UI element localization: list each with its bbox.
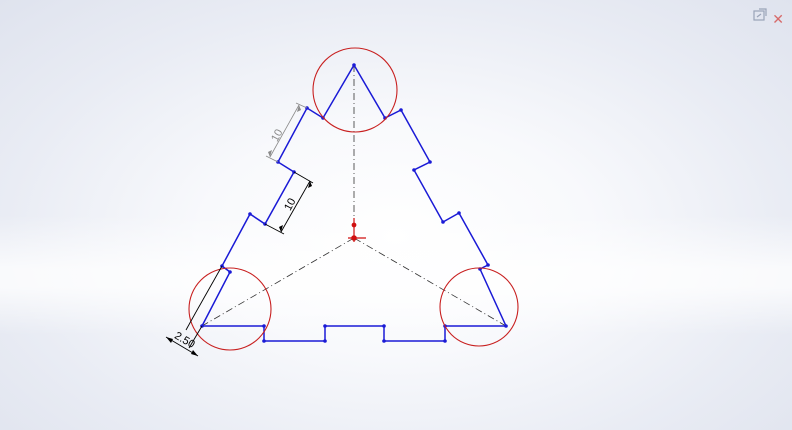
confirmation-corner: ✕: [752, 3, 784, 27]
relation-circles: [188, 47, 519, 351]
dimension-tab-value[interactable]: 10: [282, 196, 298, 212]
dimension-tab[interactable]: [264, 171, 314, 235]
centerline-left[interactable]: [201, 237, 355, 327]
close-icon[interactable]: ✕: [772, 12, 784, 28]
dimension-upper-value[interactable]: 10: [269, 127, 285, 143]
exit-sketch-icon[interactable]: [752, 7, 768, 23]
right-circle[interactable]: [439, 267, 519, 347]
construction-lines: [201, 65, 507, 327]
centerline-right[interactable]: [353, 237, 507, 327]
sketch-origin[interactable]: [348, 218, 366, 242]
profile-vertices: [200, 63, 508, 343]
top-circle[interactable]: [312, 47, 398, 133]
profile-outline[interactable]: [200, 64, 508, 342]
dimension-upper[interactable]: [265, 102, 308, 163]
dimension-radius[interactable]: [165, 265, 223, 357]
background-band: [0, 215, 792, 335]
left-circle[interactable]: [188, 267, 272, 351]
